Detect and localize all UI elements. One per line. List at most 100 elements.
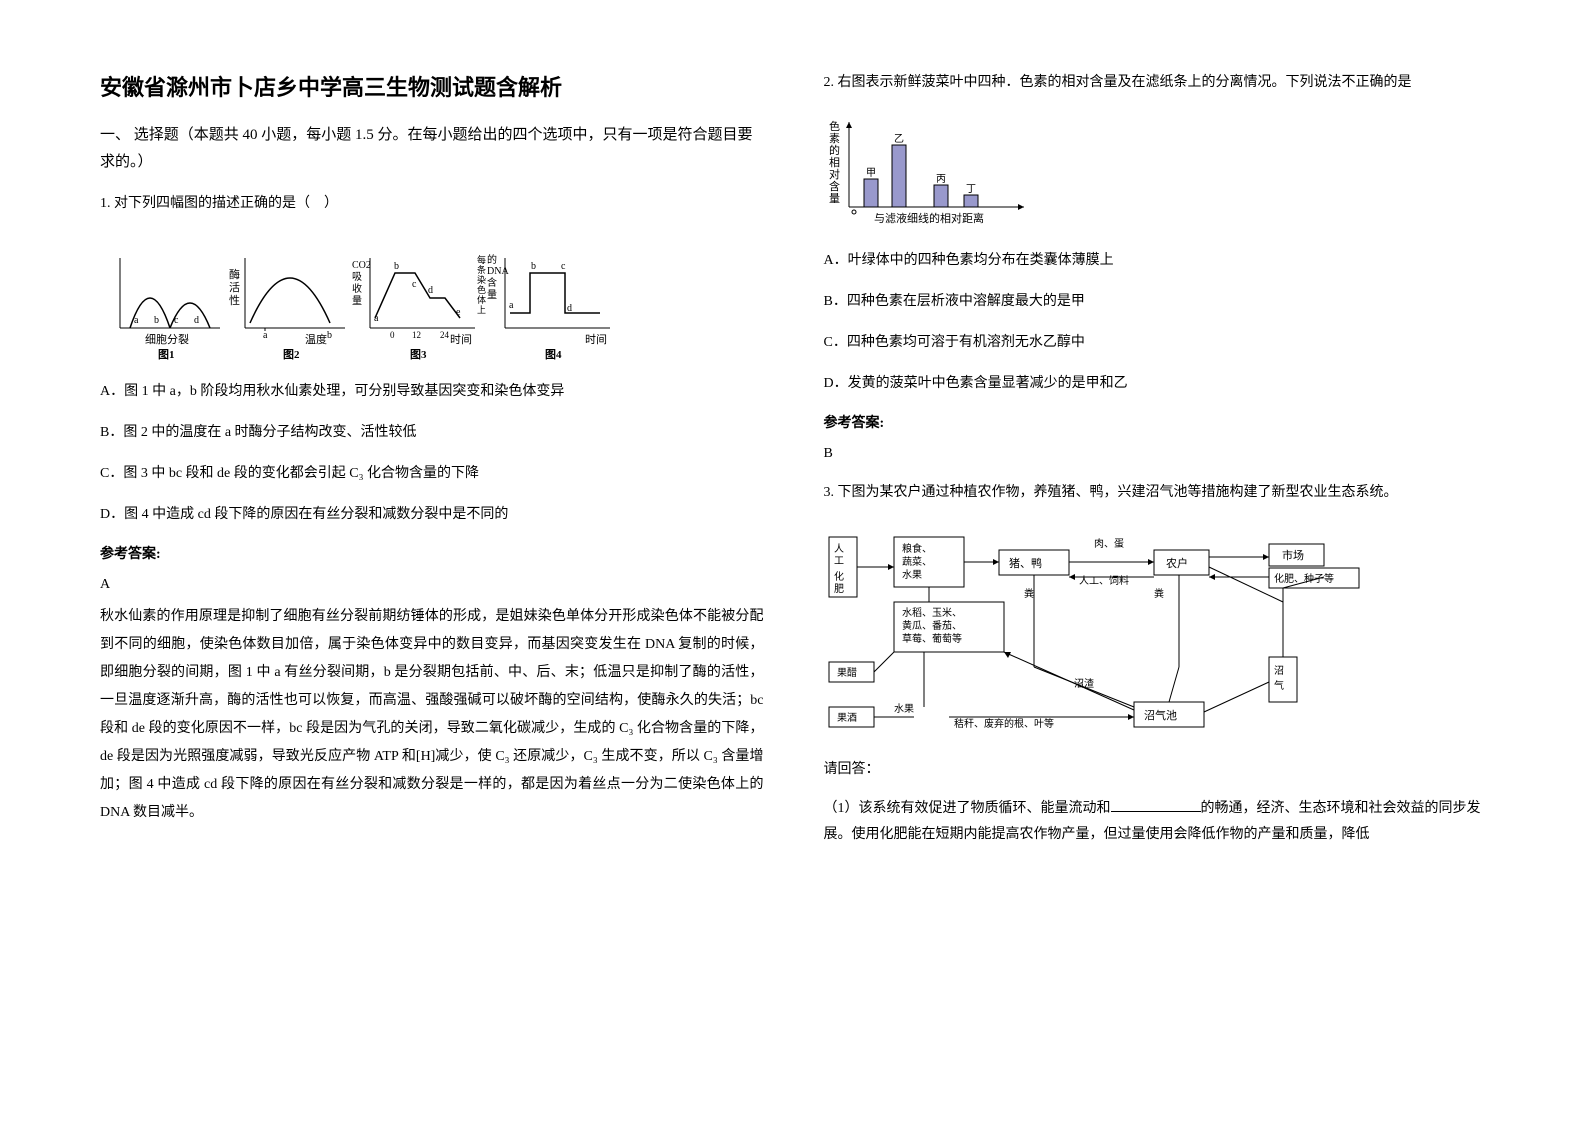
q1-answer: A <box>100 577 764 593</box>
svg-text:a: a <box>374 313 379 324</box>
svg-text:粮食、: 粮食、 <box>902 542 932 555</box>
svg-text:黄瓜、番茄、: 黄瓜、番茄、 <box>902 619 962 632</box>
q2-option-a: A．叶绿体中的四种色素均分布在类囊体薄膜上 <box>824 248 1488 273</box>
svg-text:体: 体 <box>477 294 486 305</box>
q3-sub1-a: （1）该系统有效促进了物质循环、能量流动和 <box>824 801 1111 816</box>
blank-1 <box>1111 798 1201 812</box>
svg-text:收: 收 <box>352 282 362 295</box>
svg-text:化: 化 <box>834 570 844 583</box>
svg-text:b: b <box>531 261 536 272</box>
fig1-label: 图1 <box>158 348 175 361</box>
q2-answer: B <box>824 446 1488 462</box>
q3-sub1: （1）该系统有效促进了物质循环、能量流动和的畅通，经济、生态环境和社会效益的同步… <box>824 796 1488 849</box>
q2-answer-label: 参考答案: <box>824 412 1488 432</box>
svg-text:c: c <box>561 261 566 272</box>
svg-text:沼: 沼 <box>1274 664 1284 677</box>
svg-text:相: 相 <box>829 156 840 169</box>
q1-option-a: A．图 1 中 a，b 阶段均用秋水仙素处理，可分别导致基因突变和染色体变异 <box>100 379 764 404</box>
svg-text:市场: 市场 <box>1282 548 1304 562</box>
svg-text:性: 性 <box>229 293 240 307</box>
svg-text:化肥、种子等: 化肥、种子等 <box>1274 572 1334 585</box>
page-title: 安徽省滁州市卜店乡中学高三生物测试题含解析 <box>100 70 764 102</box>
q1-stem: 1. 对下列四幅图的描述正确的是（ ） <box>100 191 764 218</box>
svg-text:24: 24 <box>440 330 450 340</box>
svg-text:沼气池: 沼气池 <box>1144 708 1177 722</box>
svg-text:的: 的 <box>829 143 840 157</box>
svg-text:肥: 肥 <box>834 583 844 595</box>
svg-text:色: 色 <box>477 284 486 295</box>
svg-text:a: a <box>509 300 514 311</box>
svg-text:甲: 甲 <box>866 168 876 179</box>
fig4-label: 图4 <box>545 348 562 361</box>
svg-text:素: 素 <box>829 132 840 145</box>
q2-option-b: B．四种色素在层析液中溶解度最大的是甲 <box>824 289 1488 314</box>
svg-text:人: 人 <box>834 543 844 555</box>
svg-text:对: 对 <box>829 167 840 181</box>
svg-text:量: 量 <box>829 192 840 205</box>
q3-stem: 3. 下图为某农户通过种植农作物，养殖猪、鸭，兴建沼气池等措施构建了新型农业生态… <box>824 480 1488 507</box>
svg-text:b: b <box>154 315 159 326</box>
fig4-xlabel: 时间 <box>585 333 607 346</box>
q1-explanation: 秋水仙素的作用原理是抑制了细胞有丝分裂前期纺锤体的形成，是姐妹染色单体分开形成染… <box>100 603 764 827</box>
fig3-xlabel: 时间 <box>450 333 472 346</box>
svg-text:量: 量 <box>352 295 362 307</box>
svg-text:猪、鸭: 猪、鸭 <box>1009 557 1042 570</box>
svg-text:农户: 农户 <box>1166 556 1188 570</box>
q2-chart: 色 素 的 相 对 含 量 甲 乙 丙 丁 与滤液细线的相对距离 <box>824 112 1488 232</box>
svg-text:b: b <box>327 330 332 341</box>
svg-text:活: 活 <box>229 281 240 294</box>
svg-text:0: 0 <box>390 330 395 340</box>
svg-text:水果: 水果 <box>902 569 922 581</box>
svg-text:条: 条 <box>477 264 486 275</box>
svg-text:上: 上 <box>477 305 486 315</box>
svg-text:粪: 粪 <box>1024 587 1034 600</box>
section-heading: 一、 选择题（本题共 40 小题，每小题 1.5 分。在每小题给出的四个选项中，… <box>100 122 764 176</box>
svg-text:粪: 粪 <box>1154 587 1164 600</box>
svg-text:肉、蛋: 肉、蛋 <box>1094 537 1124 550</box>
svg-text:a: a <box>134 315 139 326</box>
svg-text:水果: 水果 <box>894 703 914 715</box>
q1-option-c: C．图 3 中 bc 段和 de 段的变化都会引起 C₃ 化合物含量的下降 <box>100 461 764 486</box>
svg-text:d: d <box>194 315 199 326</box>
svg-text:量: 量 <box>487 289 497 301</box>
fig2-label: 图2 <box>283 348 300 361</box>
svg-text:色: 色 <box>829 119 840 133</box>
q2-stem: 2. 右图表示新鲜菠菜叶中四种．色素的相对含量及在滤纸条上的分离情况。下列说法不… <box>824 70 1488 97</box>
fig3-ylabel: CO2 <box>352 260 371 271</box>
svg-text:果醋: 果醋 <box>837 666 857 679</box>
svg-text:人工、饲料: 人工、饲料 <box>1079 574 1129 587</box>
svg-text:水稻、玉米、: 水稻、玉米、 <box>902 606 962 619</box>
svg-text:每: 每 <box>477 254 486 265</box>
svg-text:b: b <box>394 261 399 272</box>
svg-text:含: 含 <box>487 276 497 289</box>
svg-text:草莓、葡萄等: 草莓、葡萄等 <box>902 632 962 645</box>
q1-option-d: D．图 4 中造成 cd 段下降的原因在有丝分裂和减数分裂中是不同的 <box>100 502 764 527</box>
svg-text:DNA: DNA <box>487 266 509 277</box>
fig2-xlabel: 温度 <box>305 332 327 346</box>
q1-answer-label: 参考答案: <box>100 543 764 563</box>
fig1-xlabel: 细胞分裂 <box>145 333 189 346</box>
svg-text:d: d <box>428 285 433 296</box>
svg-text:工: 工 <box>834 556 844 567</box>
q1-option-b: B．图 2 中的温度在 a 时酶分子结构改变、活性较低 <box>100 420 764 445</box>
svg-text:果酒: 果酒 <box>837 712 857 724</box>
svg-text:d: d <box>567 303 572 314</box>
svg-text:乙: 乙 <box>894 133 904 145</box>
fig2-ylabel: 酶 <box>229 268 240 281</box>
svg-text:c: c <box>174 315 179 326</box>
q3-prompt: 请回答： <box>824 757 1488 784</box>
svg-text:气: 气 <box>1274 679 1284 692</box>
svg-text:e: e <box>456 307 461 318</box>
svg-text:含: 含 <box>829 179 840 193</box>
svg-text:吸: 吸 <box>352 272 362 283</box>
q2-option-d: D．发黄的菠菜叶中色素含量显著减少的是甲和乙 <box>824 371 1488 396</box>
fig3-label: 图3 <box>410 348 427 361</box>
svg-text:秸秆、废弃的根、叶等: 秸秆、废弃的根、叶等 <box>954 717 1054 730</box>
right-column: 2. 右图表示新鲜菠菜叶中四种．色素的相对含量及在滤纸条上的分离情况。下列说法不… <box>824 70 1488 1052</box>
q1-figure: a b c d 细胞分裂 图1 a 酶 活 性 温度 b 图2 <box>100 233 764 363</box>
svg-text:染: 染 <box>477 274 486 285</box>
svg-text:a: a <box>263 330 268 341</box>
fig4-ylabel1: 的 <box>487 253 497 266</box>
svg-text:蔬菜、: 蔬菜、 <box>902 556 932 568</box>
svg-text:c: c <box>412 279 417 290</box>
